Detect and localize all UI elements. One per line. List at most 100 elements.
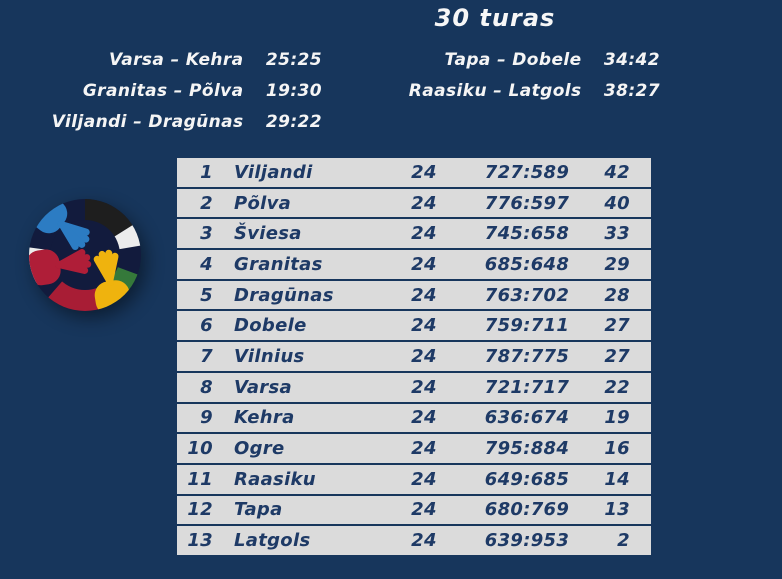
points-cell: 14	[604, 468, 630, 490]
points-cell: 13	[604, 499, 630, 521]
team-cell: Viljandi	[234, 161, 313, 183]
goals-cell: 685:648	[484, 253, 570, 275]
games-cell: 24	[411, 376, 437, 398]
match-score: 25:25	[265, 50, 322, 70]
games-cell: 24	[411, 223, 437, 245]
match-teams: Tapa – Dobele	[444, 50, 582, 70]
table-row: 7 Vilnius 24 787:775 27	[177, 342, 651, 373]
points-cell: 33	[604, 223, 630, 245]
games-cell: 24	[411, 161, 437, 183]
goals-cell: 763:702	[484, 284, 570, 306]
points-cell: 27	[604, 345, 630, 367]
match-score: 19:30	[265, 81, 322, 101]
rank-cell: 12	[187, 499, 213, 521]
table-row: 4 Granitas 24 685:648 29	[177, 250, 651, 281]
page-title: 30 turas	[434, 4, 556, 32]
rank-cell: 5	[200, 284, 213, 306]
match-result-line: Tapa – Dobele 34:42	[372, 45, 660, 76]
games-cell: 24	[411, 345, 437, 367]
points-cell: 19	[604, 407, 630, 429]
goals-cell: 795:884	[484, 438, 570, 460]
match-teams: Varsa – Kehra	[108, 50, 244, 70]
rank-cell: 7	[200, 345, 213, 367]
team-cell: Dobele	[234, 315, 307, 337]
points-cell: 40	[604, 192, 630, 214]
rank-cell: 4	[200, 253, 213, 275]
team-cell: Varsa	[234, 376, 292, 398]
team-cell: Ogre	[234, 438, 285, 460]
goals-cell: 787:775	[484, 345, 570, 367]
goals-cell: 636:674	[484, 407, 570, 429]
goals-cell: 680:769	[484, 499, 570, 521]
table-row: 2 Põlva 24 776:597 40	[177, 189, 651, 220]
match-teams: Granitas – Põlva	[82, 81, 244, 101]
rank-cell: 3	[200, 223, 213, 245]
goals-cell: 776:597	[484, 192, 570, 214]
rank-cell: 13	[187, 530, 213, 552]
rank-cell: 6	[200, 315, 213, 337]
goals-cell: 727:589	[484, 161, 570, 183]
table-row: 1 Viljandi 24 727:589 42	[177, 158, 651, 189]
match-result-line: Raasiku – Latgols 38:27	[372, 76, 660, 107]
rank-cell: 9	[200, 407, 213, 429]
points-cell: 28	[604, 284, 630, 306]
table-row: 5 Dragūnas 24 763:702 28	[177, 281, 651, 312]
table-row: 10 Ogre 24 795:884 16	[177, 434, 651, 465]
goals-cell: 649:685	[484, 468, 570, 490]
games-cell: 24	[411, 407, 437, 429]
points-cell: 42	[604, 161, 630, 183]
team-cell: Tapa	[234, 499, 283, 521]
games-cell: 24	[411, 253, 437, 275]
team-cell: Granitas	[234, 253, 323, 275]
goals-cell: 759:711	[484, 315, 570, 337]
team-cell: Raasiku	[234, 468, 316, 490]
points-cell: 2	[617, 530, 630, 552]
games-cell: 24	[411, 315, 437, 337]
table-row: 6 Dobele 24 759:711 27	[177, 311, 651, 343]
table-row: 13 Latgols 24 639:953 2	[177, 526, 651, 555]
match-result-line: Granitas – Põlva 19:30	[0, 76, 322, 107]
table-row: 12 Tapa 24 680:769 13	[177, 496, 651, 527]
goals-cell: 639:953	[484, 530, 570, 552]
table-row: 3 Šviesa 24 745:658 33	[177, 219, 651, 251]
games-cell: 24	[411, 438, 437, 460]
goals-cell: 745:658	[484, 223, 570, 245]
goals-cell: 721:717	[484, 376, 570, 398]
team-cell: Vilnius	[234, 345, 305, 367]
games-cell: 24	[411, 530, 437, 552]
rank-cell: 10	[187, 438, 213, 460]
rank-cell: 11	[187, 468, 213, 490]
team-cell: Kehra	[234, 407, 295, 429]
rank-cell: 2	[200, 192, 213, 214]
games-cell: 24	[411, 284, 437, 306]
games-cell: 24	[411, 192, 437, 214]
match-teams: Raasiku – Latgols	[408, 81, 582, 101]
rank-cell: 8	[200, 376, 213, 398]
results-column-right: Tapa – Dobele 34:42 Raasiku – Latgols 38…	[372, 45, 660, 107]
team-cell: Põlva	[234, 192, 292, 214]
games-cell: 24	[411, 499, 437, 521]
points-cell: 22	[604, 376, 630, 398]
match-score: 29:22	[265, 112, 322, 132]
points-cell: 29	[604, 253, 630, 275]
games-cell: 24	[411, 468, 437, 490]
match-score: 38:27	[603, 81, 660, 101]
team-cell: Latgols	[234, 530, 311, 552]
table-row: 8 Varsa 24 721:717 22	[177, 373, 651, 404]
results-column-left: Varsa – Kehra 25:25 Granitas – Põlva 19:…	[0, 45, 322, 138]
match-result-line: Varsa – Kehra 25:25	[0, 45, 322, 76]
points-cell: 16	[604, 438, 630, 460]
match-teams: Viljandi – Dragūnas	[51, 112, 244, 132]
hands-ball-logo-icon	[29, 199, 141, 311]
points-cell: 27	[604, 315, 630, 337]
match-result-line: Viljandi – Dragūnas 29:22	[0, 107, 322, 138]
table-row: 9 Kehra 24 636:674 19	[177, 404, 651, 435]
table-row: 11 Raasiku 24 649:685 14	[177, 465, 651, 496]
team-cell: Dragūnas	[234, 284, 334, 306]
rank-cell: 1	[200, 161, 213, 183]
league-logo	[24, 195, 146, 321]
standings-table: 1 Viljandi 24 727:589 42 2 Põlva 24 776:…	[175, 156, 653, 557]
team-cell: Šviesa	[234, 223, 302, 245]
match-score: 34:42	[603, 50, 660, 70]
